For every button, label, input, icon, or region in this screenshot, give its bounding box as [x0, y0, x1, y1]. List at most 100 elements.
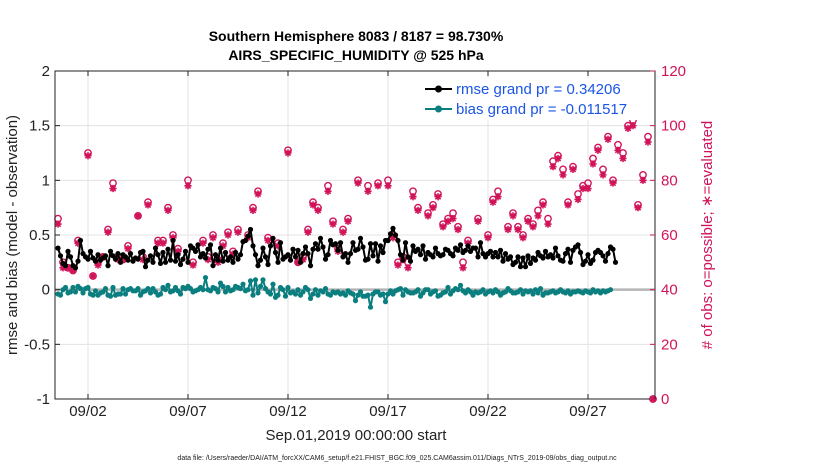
bias-point — [177, 291, 184, 297]
rmse-point — [242, 237, 249, 244]
rmse-point — [170, 237, 176, 244]
bias-point — [415, 287, 421, 293]
bias-point — [280, 287, 286, 293]
obs-evaluated-marker — [204, 256, 212, 264]
rmse-point — [165, 246, 171, 252]
obs-evaluated-marker — [564, 201, 572, 209]
rmse-point — [205, 246, 211, 252]
rmse-point — [495, 254, 501, 260]
rmse-point — [105, 263, 111, 269]
rmse-point — [72, 265, 79, 271]
rmse-point — [180, 256, 186, 262]
rmse-point — [112, 256, 119, 262]
rmse-point — [532, 257, 539, 263]
legend-bias-label: bias grand pr = -0.011517 — [456, 101, 627, 118]
rmse-point — [135, 256, 141, 262]
obs-evaluated-series — [54, 122, 657, 403]
y-right-tick-label: 80 — [661, 172, 678, 189]
rmse-point — [335, 247, 341, 253]
bias-point — [322, 286, 329, 292]
rmse-point — [577, 249, 584, 256]
rmse-point — [257, 257, 264, 263]
y-right-tick-label: 20 — [661, 336, 678, 353]
y-left-tick-label: -0.5 — [24, 336, 50, 353]
obs-evaluated-marker — [184, 182, 192, 190]
bias-point — [315, 292, 321, 298]
rmse-point — [492, 249, 499, 256]
rmse-point — [497, 247, 504, 253]
obs-evaluated-marker — [54, 220, 62, 228]
bias-point — [260, 277, 266, 283]
bias-point — [342, 292, 349, 298]
rmse-point — [142, 264, 149, 270]
bias-point — [275, 292, 281, 298]
obs-evaluated-marker — [324, 187, 332, 195]
rmse-series — [55, 225, 619, 271]
rmse-point — [262, 254, 269, 260]
x-tick-label: 09/22 — [469, 403, 507, 420]
rmse-point — [585, 252, 591, 258]
obs-evaluated-marker — [624, 124, 632, 132]
rmse-point — [502, 251, 509, 257]
obs-evaluated-marker — [314, 206, 322, 214]
obs-evaluated-marker — [59, 264, 67, 272]
obs-evaluated-marker — [284, 149, 292, 157]
obs-evaluated-marker — [529, 223, 537, 231]
y-axis-right-ticks: 120 100 80 60 40 20 0 — [650, 63, 686, 408]
rmse-point — [235, 256, 241, 262]
rmse-point — [415, 246, 421, 252]
bias-point — [400, 292, 406, 298]
rmse-point — [567, 259, 574, 265]
bias-point — [457, 282, 464, 288]
rmse-point — [247, 226, 254, 233]
rmse-point — [117, 259, 124, 265]
obs-evaluated-marker — [414, 206, 422, 214]
y-axis-left-label: rmse and bias (model - observation) — [4, 115, 21, 355]
obs-evaluated-marker — [424, 212, 432, 220]
obs-evaluated-marker — [384, 182, 392, 190]
bias-point — [165, 282, 171, 288]
rmse-point — [220, 258, 226, 264]
rmse-point — [552, 245, 559, 251]
rmse-point — [612, 259, 619, 265]
y-right-tick-label: 100 — [661, 118, 686, 135]
y-left-tick-label: 1 — [42, 172, 50, 189]
obs-evaluated-marker — [134, 212, 142, 220]
rmse-point — [512, 259, 519, 265]
bias-point — [250, 292, 256, 298]
obs-evaluated-marker — [569, 165, 577, 173]
bias-point — [220, 283, 226, 289]
bias-point — [120, 286, 126, 292]
y-left-tick-label: -1 — [37, 391, 50, 408]
obs-evaluated-marker — [329, 220, 337, 228]
rmse-point — [397, 252, 404, 258]
rmse-point — [290, 246, 296, 252]
rmse-point — [125, 257, 131, 263]
obs-evaluated-marker — [644, 138, 652, 146]
obs-evaluated-marker — [144, 201, 152, 209]
rmse-point — [565, 246, 571, 252]
rmse-point — [522, 264, 529, 270]
obs-evaluated-marker — [229, 250, 237, 258]
rmse-point — [372, 241, 379, 247]
rmse-point — [207, 242, 214, 248]
rmse-point — [477, 240, 484, 246]
obs-evaluated-marker — [549, 163, 557, 171]
x-tick-label: 09/07 — [169, 403, 207, 420]
obs-evaluated-marker — [444, 217, 452, 225]
obs-evaluated-marker — [389, 234, 397, 242]
bias-point — [517, 287, 524, 293]
obs-evaluated-marker — [299, 256, 307, 264]
obs-evaluated-marker — [354, 179, 362, 187]
rmse-point — [215, 257, 221, 263]
rmse-point — [562, 251, 569, 257]
rmse-point — [155, 252, 161, 258]
rmse-point — [417, 252, 424, 258]
bias-point — [267, 291, 274, 297]
bias-point — [255, 290, 261, 296]
obs-evaluated-marker — [364, 187, 372, 195]
obs-evaluated-marker — [119, 256, 127, 264]
rmse-point — [365, 256, 371, 262]
rmse-point — [150, 259, 156, 265]
obs-evaluated-marker — [164, 206, 172, 214]
